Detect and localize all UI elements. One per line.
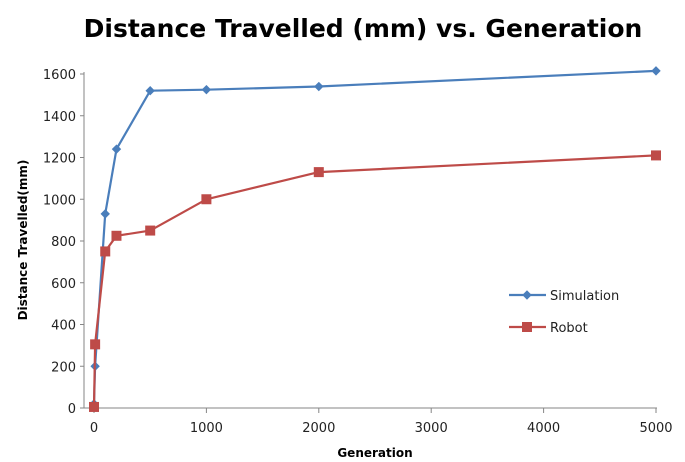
x-tick-label: 0 bbox=[90, 421, 98, 436]
simulation-legend-label: Simulation bbox=[550, 289, 619, 304]
robot-legend-marker bbox=[522, 322, 532, 332]
y-tick-label: 800 bbox=[51, 235, 76, 250]
y-tick-label: 1000 bbox=[43, 193, 76, 208]
simulation-series-line bbox=[92, 69, 657, 404]
robot-data-point bbox=[145, 225, 156, 236]
robot-legend-label: Robot bbox=[550, 321, 588, 336]
simulation-data-point bbox=[314, 81, 324, 92]
x-tick-label: 1000 bbox=[190, 421, 223, 436]
simulation-data-point bbox=[201, 84, 212, 95]
simulation-legend-marker bbox=[522, 290, 532, 300]
robot-data-point bbox=[313, 167, 324, 178]
simulation-data-point bbox=[651, 66, 661, 76]
robot-data-point bbox=[100, 246, 111, 257]
robot-data-point bbox=[651, 150, 661, 161]
y-axis-label: Distance Travelled(mm) bbox=[16, 160, 30, 321]
robot-data-point bbox=[89, 401, 99, 412]
y-tick-label: 1600 bbox=[43, 68, 76, 83]
x-tick-label: 3000 bbox=[415, 421, 448, 436]
simulation-data-point bbox=[145, 85, 155, 96]
x-axis-ticks: 0 1000 2000 3000 4000 5000 bbox=[90, 408, 673, 436]
simulation-data-point bbox=[111, 144, 122, 154]
series-layer bbox=[89, 66, 661, 412]
simulation-data-point bbox=[100, 209, 110, 219]
robot-data-point bbox=[201, 194, 212, 205]
y-tick-label: 400 bbox=[51, 319, 76, 334]
x-tick-label: 5000 bbox=[639, 421, 672, 436]
y-tick-label: 200 bbox=[51, 360, 76, 375]
robot-series-line bbox=[92, 154, 657, 408]
plot-area: 0 1000 2000 3000 4000 5000 0 200 400 600 800 1000 1… bbox=[43, 66, 673, 436]
y-tick-label: 0 bbox=[68, 402, 76, 417]
robot-data-point bbox=[90, 339, 101, 350]
chart-title: Distance Travelled (mm) vs. Generation bbox=[84, 14, 643, 43]
x-axis-label: Generation bbox=[337, 446, 412, 460]
x-tick-label: 2000 bbox=[302, 421, 335, 436]
y-axis-ticks: 0 200 400 600 800 1000 1200 1400 1600 bbox=[43, 68, 84, 417]
y-tick-label: 1200 bbox=[43, 152, 76, 167]
robot-data-point bbox=[111, 230, 122, 241]
y-tick-label: 600 bbox=[51, 277, 76, 292]
y-tick-label: 1400 bbox=[43, 110, 76, 125]
legend: Simulation Robot bbox=[509, 289, 619, 336]
x-tick-label: 4000 bbox=[527, 421, 560, 436]
